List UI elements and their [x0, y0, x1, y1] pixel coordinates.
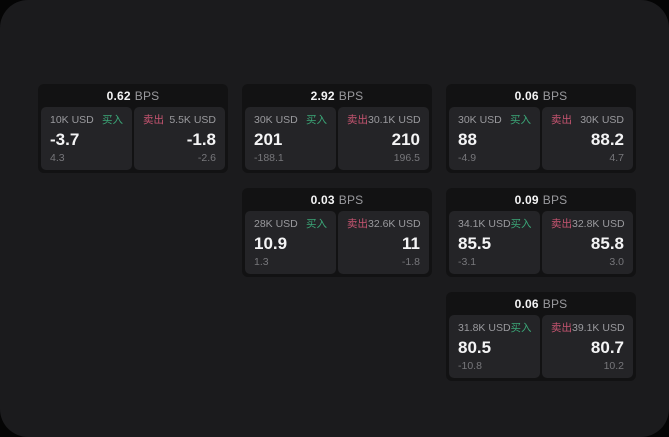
sell-side-label: 卖出	[347, 114, 368, 126]
sell-price-value: 210	[391, 129, 420, 149]
buy-panel[interactable]: 31.8K USD 买入 80.5 -10.8	[449, 315, 540, 378]
buy-sell-panels: 31.8K USD 买入 80.5 -10.8 卖出 39.1K USD 80.…	[446, 315, 636, 381]
notional-label: 39.1K USD	[572, 322, 625, 334]
sell-delta-value: -1.8	[401, 256, 420, 268]
buy-sell-panels: 28K USD 买入 10.9 1.3 卖出 32.6K USD 11 -1.8	[242, 211, 432, 277]
sell-panel[interactable]: 卖出 30K USD 88.2 4.7	[542, 107, 633, 170]
card-header: 2.92 BPS	[242, 84, 432, 107]
bps-unit: BPS	[338, 88, 364, 103]
notional-label: 5.5K USD	[169, 114, 216, 126]
buy-sell-panels: 10K USD 买入 -3.7 4.3 卖出 5.5K USD -1.8 -2.…	[38, 107, 228, 173]
notional-label: 30K USD	[580, 114, 624, 126]
buy-price-value: 10.9	[254, 233, 288, 253]
sell-delta-value: 10.2	[603, 360, 624, 372]
buy-delta-value: 4.3	[50, 152, 65, 164]
buy-side-label: 买入	[306, 114, 327, 126]
sell-panel[interactable]: 卖出 39.1K USD 80.7 10.2	[542, 315, 633, 378]
bps-value: 0.62	[106, 88, 131, 103]
notional-label: 28K USD	[254, 218, 298, 230]
sell-delta-value: 196.5	[393, 152, 420, 164]
notional-label: 34.1K USD	[458, 218, 511, 230]
sell-panel[interactable]: 卖出 32.6K USD 11 -1.8	[338, 211, 429, 274]
sell-side-label: 卖出	[347, 218, 368, 230]
bps-value: 0.03	[310, 192, 335, 207]
buy-price-value: 201	[254, 129, 283, 149]
buy-delta-value: -4.9	[458, 152, 477, 164]
buy-side-label: 买入	[102, 114, 123, 126]
sell-price-value: 85.8	[590, 233, 624, 253]
buy-panel[interactable]: 34.1K USD 买入 85.5 -3.1	[449, 211, 540, 274]
buy-panel[interactable]: 30K USD 买入 88 -4.9	[449, 107, 540, 170]
sell-delta-value: 4.7	[609, 152, 624, 164]
sell-panel[interactable]: 卖出 5.5K USD -1.8 -2.6	[134, 107, 225, 170]
quote-card-grid: 0.62 BPS 10K USD 买入 -3.7 4.3 卖出 5.5K USD	[38, 84, 636, 381]
bps-card: 0.09 BPS 34.1K USD 买入 85.5 -3.1 卖出 32.8K…	[446, 188, 636, 277]
bps-unit: BPS	[542, 296, 568, 311]
notional-label: 32.6K USD	[368, 218, 421, 230]
notional-label: 30.1K USD	[368, 114, 421, 126]
bps-card: 0.62 BPS 10K USD 买入 -3.7 4.3 卖出 5.5K USD	[38, 84, 228, 173]
bps-unit: BPS	[338, 192, 364, 207]
buy-delta-value: -188.1	[254, 152, 284, 164]
buy-delta-value: -10.8	[458, 360, 482, 372]
notional-label: 31.8K USD	[458, 322, 511, 334]
bps-card: 2.92 BPS 30K USD 买入 201 -188.1 卖出 30.1K …	[242, 84, 432, 173]
bps-value: 0.09	[514, 192, 539, 207]
card-header: 0.09 BPS	[446, 188, 636, 211]
buy-sell-panels: 34.1K USD 买入 85.5 -3.1 卖出 32.8K USD 85.8…	[446, 211, 636, 277]
sell-price-value: 88.2	[590, 129, 624, 149]
notional-label: 10K USD	[50, 114, 94, 126]
buy-side-label: 买入	[510, 218, 532, 230]
sell-delta-value: -2.6	[197, 152, 216, 164]
buy-delta-value: 1.3	[254, 256, 269, 268]
sell-delta-value: 3.0	[609, 256, 624, 268]
buy-side-label: 买入	[306, 218, 327, 230]
buy-delta-value: -3.1	[458, 256, 477, 268]
sell-side-label: 卖出	[143, 114, 164, 126]
buy-price-value: -3.7	[50, 129, 80, 149]
sell-price-value: -1.8	[186, 129, 216, 149]
card-header: 0.03 BPS	[242, 188, 432, 211]
bps-unit: BPS	[542, 88, 568, 103]
buy-price-value: 85.5	[458, 233, 492, 253]
sell-price-value: 80.7	[590, 337, 624, 357]
buy-side-label: 买入	[510, 322, 532, 334]
sell-panel[interactable]: 卖出 32.8K USD 85.8 3.0	[542, 211, 633, 274]
card-header: 0.06 BPS	[446, 84, 636, 107]
card-header: 0.06 BPS	[446, 292, 636, 315]
buy-panel[interactable]: 28K USD 买入 10.9 1.3	[245, 211, 336, 274]
bps-card: 0.06 BPS 31.8K USD 买入 80.5 -10.8 卖出 39.1…	[446, 292, 636, 381]
bps-value: 0.06	[514, 88, 539, 103]
buy-panel[interactable]: 10K USD 买入 -3.7 4.3	[41, 107, 132, 170]
sell-price-value: 11	[402, 233, 420, 253]
notional-label: 32.8K USD	[572, 218, 625, 230]
buy-sell-panels: 30K USD 买入 201 -188.1 卖出 30.1K USD 210 1…	[242, 107, 432, 173]
bps-unit: BPS	[134, 88, 160, 103]
bps-unit: BPS	[542, 192, 568, 207]
buy-panel[interactable]: 30K USD 买入 201 -188.1	[245, 107, 336, 170]
notional-label: 30K USD	[458, 114, 502, 126]
buy-sell-panels: 30K USD 买入 88 -4.9 卖出 30K USD 88.2 4.7	[446, 107, 636, 173]
card-header: 0.62 BPS	[38, 84, 228, 107]
bps-card: 0.06 BPS 30K USD 买入 88 -4.9 卖出 30K USD	[446, 84, 636, 173]
sell-side-label: 卖出	[551, 322, 572, 334]
buy-side-label: 买入	[510, 114, 531, 126]
bps-value: 0.06	[514, 296, 539, 311]
bps-value: 2.92	[310, 88, 335, 103]
notional-label: 30K USD	[254, 114, 298, 126]
sell-side-label: 卖出	[551, 114, 572, 126]
bps-card: 0.03 BPS 28K USD 买入 10.9 1.3 卖出 32.6K US…	[242, 188, 432, 277]
sell-panel[interactable]: 卖出 30.1K USD 210 196.5	[338, 107, 429, 170]
buy-price-value: 80.5	[458, 337, 492, 357]
sell-side-label: 卖出	[551, 218, 572, 230]
buy-price-value: 88	[458, 129, 477, 149]
